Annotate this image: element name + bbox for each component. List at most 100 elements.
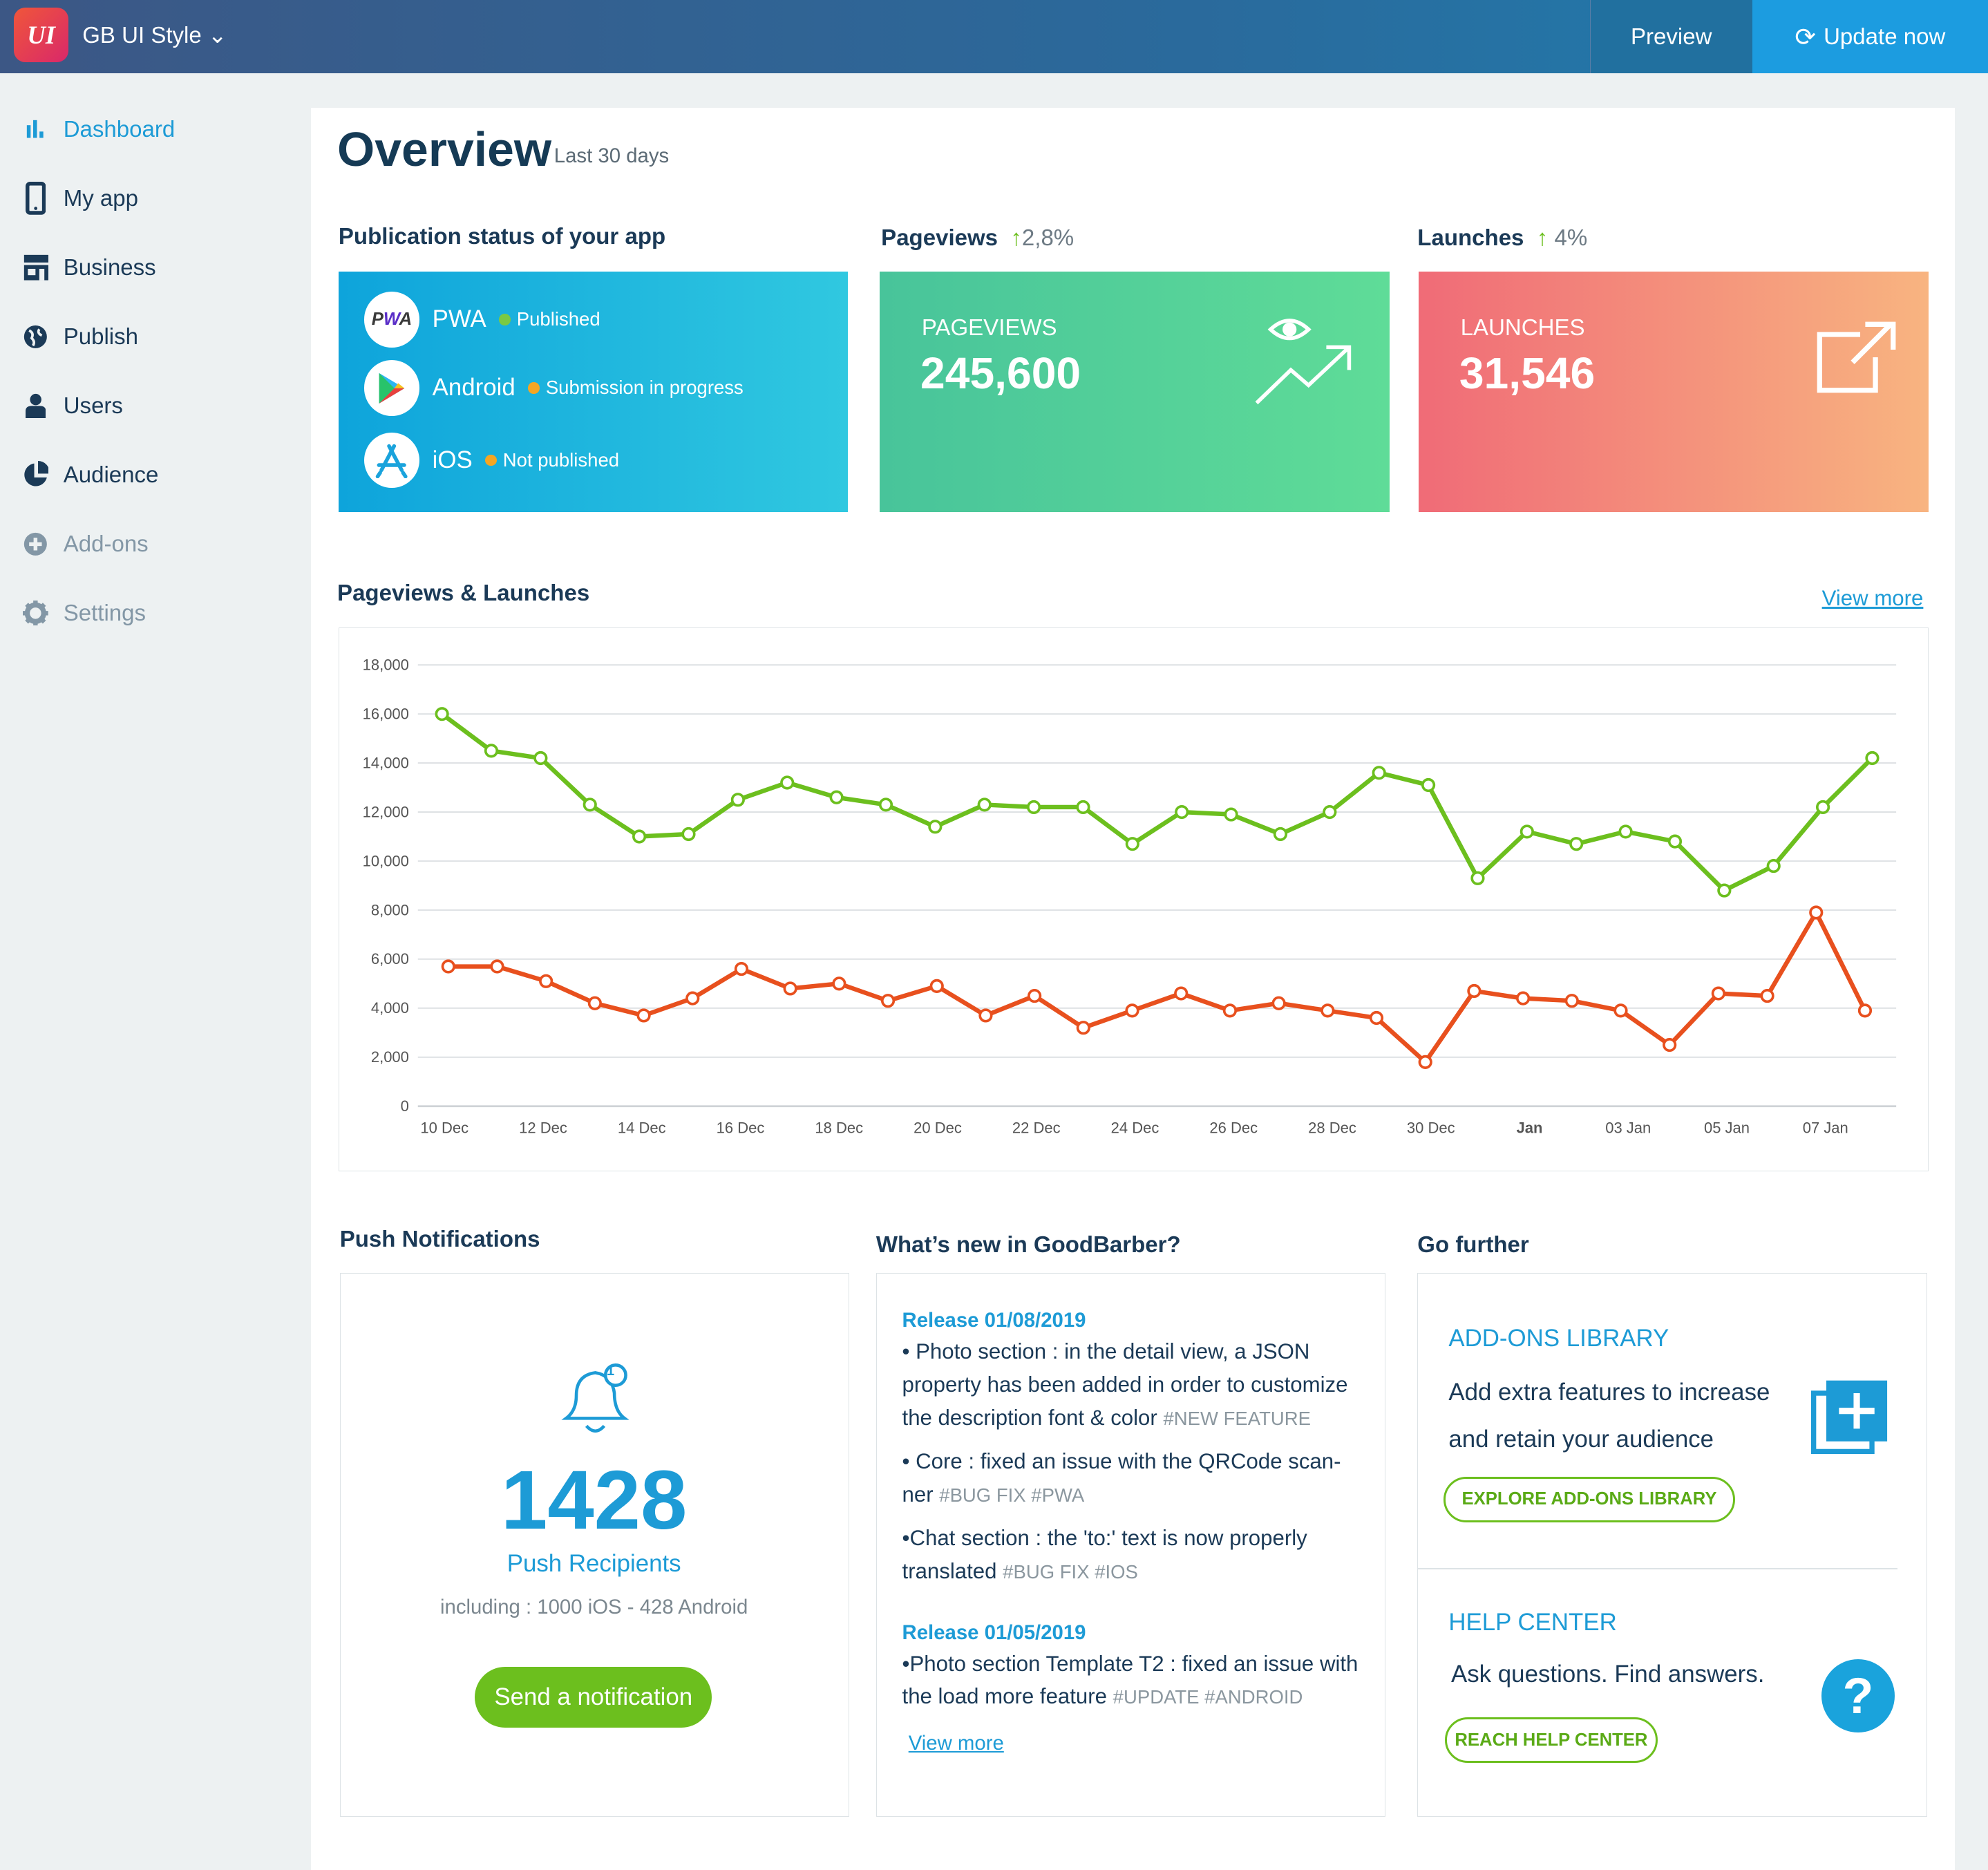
release-note: •Chat section : the 'to:' text is now pr… [902,1522,1360,1588]
platform-android[interactable]: Android Submission in progress [363,360,744,416]
data-point [1273,827,1287,842]
x-tick-label: 18 Dec [815,1119,863,1136]
preview-button[interactable]: Preview [1589,0,1752,74]
chart-svg: 0 2,000 4,000 6,000 8,000 10,000 12,000 14,000 1… [363,657,1897,1136]
launches-heading: Launches ↑ 4% [1417,225,1587,251]
user-icon [23,392,48,419]
data-point [1027,989,1042,1003]
y-tick-label: 14,000 [363,755,409,772]
app-selector[interactable]: GB UI Style ⌄ [82,21,227,48]
data-point [1564,994,1579,1008]
help-title: HELP CENTER [1448,1608,1617,1636]
note-text: • Core : fixed an issue with the QRCode … [902,1448,1341,1507]
x-tick-label: 03 Jan [1605,1119,1651,1136]
trend-eye-icon [1255,319,1351,405]
data-point [538,974,553,989]
sidebar-item-settings[interactable]: Settings [23,598,146,628]
data-point [583,797,597,812]
series-line-0 [440,712,1874,893]
sidebar-item-label: Settings [63,600,146,626]
push-heading: Push Notifications [339,1226,540,1252]
platform-ios[interactable]: iOS Not published [363,432,619,489]
bar-chart-icon [23,115,48,143]
explore-addons-button[interactable]: EXPLORE ADD-ONS LIBRARY [1443,1476,1735,1522]
push-card: 1 1428 Push Recipients including : 1000 … [339,1273,850,1817]
page-title: Overview [337,122,552,177]
data-point [1320,1003,1335,1018]
gear-icon [23,599,48,627]
pwa-icon: PWA [363,291,420,348]
status-text: Submission in progress [545,377,744,399]
news-card: Release 01/08/2019 • Photo section : in t… [875,1273,1386,1817]
notification-badge: 1 [607,1363,615,1379]
platform-name: Android [432,374,515,402]
data-point [1865,751,1880,766]
platform-status: Not published [485,449,619,471]
x-tick-label: 30 Dec [1407,1119,1455,1136]
x-tick-label: 14 Dec [618,1119,666,1136]
sidebar-item-label: Users [63,393,123,419]
chart-heading: Pageviews & Launches [337,579,590,605]
data-point [685,991,700,1005]
x-tick-label: 22 Dec [1012,1119,1061,1136]
launches-card: LAUNCHES 31,546 [1419,271,1929,513]
data-point [977,797,992,812]
pageviews-title: Pageviews [881,224,998,250]
send-notification-button[interactable]: Send a notification [475,1666,712,1728]
note-tags: #BUG FIX #PWA [939,1484,1085,1506]
google-play-icon [363,360,420,416]
x-tick-label: 12 Dec [519,1119,567,1136]
data-point [1760,989,1774,1003]
addons-text: Add extra features to increase and retai… [1448,1378,1770,1453]
note-text: • Photo section : in the detail view, a … [902,1339,1348,1430]
series-line-1 [448,910,1867,1065]
sidebar-item-my-app[interactable]: My app [23,182,138,215]
sidebar-item-publish[interactable]: Publish [23,321,138,352]
data-point [1175,805,1189,820]
arrow-up-icon: ↑ [1010,224,1022,250]
data-point [1515,991,1531,1005]
data-point [1224,807,1238,822]
update-now-button[interactable]: ⟳ Update now [1752,0,1988,74]
sidebar-item-users[interactable]: Users [23,390,123,421]
plus-circle-icon [23,530,48,558]
sidebar-item-dashboard[interactable]: Dashboard [23,114,175,144]
data-point [1667,834,1682,849]
release-title: Release 01/08/2019 [902,1309,1086,1332]
platform-name: iOS [432,446,473,474]
sidebar-item-label: Business [63,254,156,281]
add-square-icon [1811,1380,1888,1454]
release-note: • Photo section : in the detail view, a … [902,1335,1360,1435]
data-point [587,996,602,1011]
release-title: Release 01/05/2019 [902,1621,1086,1645]
sidebar-item-add-ons[interactable]: Add-ons [23,529,149,559]
platform-pwa[interactable]: PWA PWA Published [363,291,600,348]
x-tick-label: 07 Jan [1803,1119,1848,1136]
data-point [1076,1021,1090,1035]
reach-help-center-button[interactable]: REACH HELP CENTER [1444,1717,1658,1764]
data-point [1421,778,1436,793]
sidebar-item-business[interactable]: Business [23,252,156,283]
push-count: 1428 [500,1452,688,1547]
publication-heading: Publication status of your app [338,223,666,249]
app-name: GB UI Style [82,22,202,48]
data-point [1766,859,1781,873]
data-point [1470,871,1485,886]
go-further-card: ADD-ONS LIBRARY Add extra features to in… [1417,1273,1927,1817]
help-text: Ask questions. Find answers. [1451,1661,1765,1688]
release-note: • Core : fixed an issue with the QRCode … [902,1445,1360,1511]
data-point [1857,1003,1872,1018]
help-question-icon: ? [1821,1659,1895,1733]
x-tick-label: 05 Jan [1704,1119,1750,1136]
y-tick-label: 4,000 [371,999,409,1017]
data-point [1174,986,1189,1001]
sidebar-item-label: Publish [63,323,139,350]
news-heading: What’s new in GoodBarber? [875,1231,1181,1257]
sidebar-item-audience[interactable]: Audience [23,460,158,490]
news-view-more-link[interactable]: View more [908,1731,1004,1755]
launches-title: Launches [1417,224,1524,250]
pageviews-card: PAGEVIEWS 245,600 [880,271,1390,513]
data-point [1369,1011,1383,1026]
chart-view-more-link[interactable]: View more [1821,585,1924,610]
data-point [1222,1003,1237,1018]
